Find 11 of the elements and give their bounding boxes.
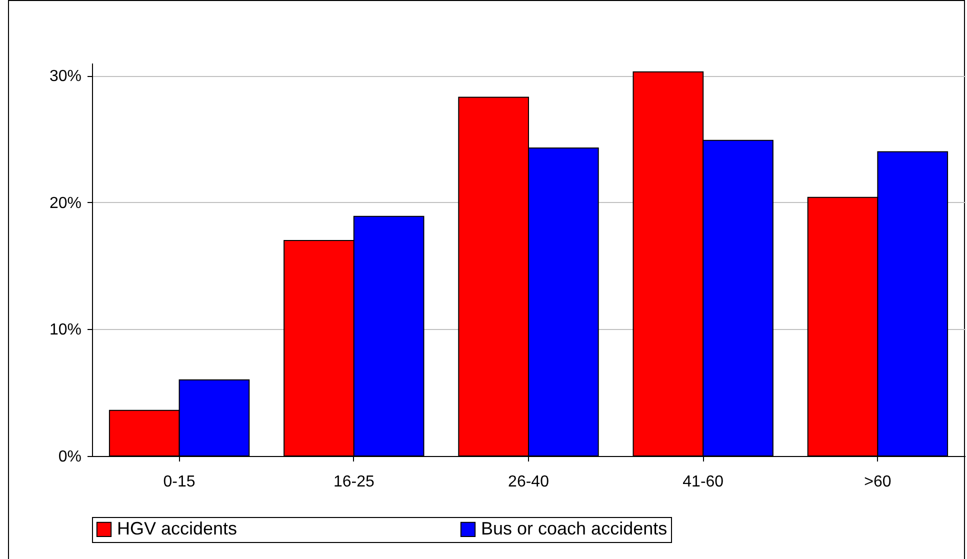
- legend-label: Bus or coach accidents: [481, 518, 668, 538]
- y-tick-label: 10%: [49, 322, 82, 339]
- x-tick-label: 26-40: [508, 474, 550, 490]
- x-tick-label: 0-15: [163, 474, 196, 490]
- x-tick-label: >60: [864, 474, 892, 490]
- y-tick-label: 30%: [49, 68, 82, 86]
- legend-label: HGV accidents: [117, 518, 238, 538]
- x-tick-label: 16-25: [333, 474, 374, 490]
- x-tick-label: 41-60: [682, 474, 724, 490]
- y-tick-label: 0%: [58, 448, 82, 466]
- y-tick-label: 20%: [49, 194, 82, 212]
